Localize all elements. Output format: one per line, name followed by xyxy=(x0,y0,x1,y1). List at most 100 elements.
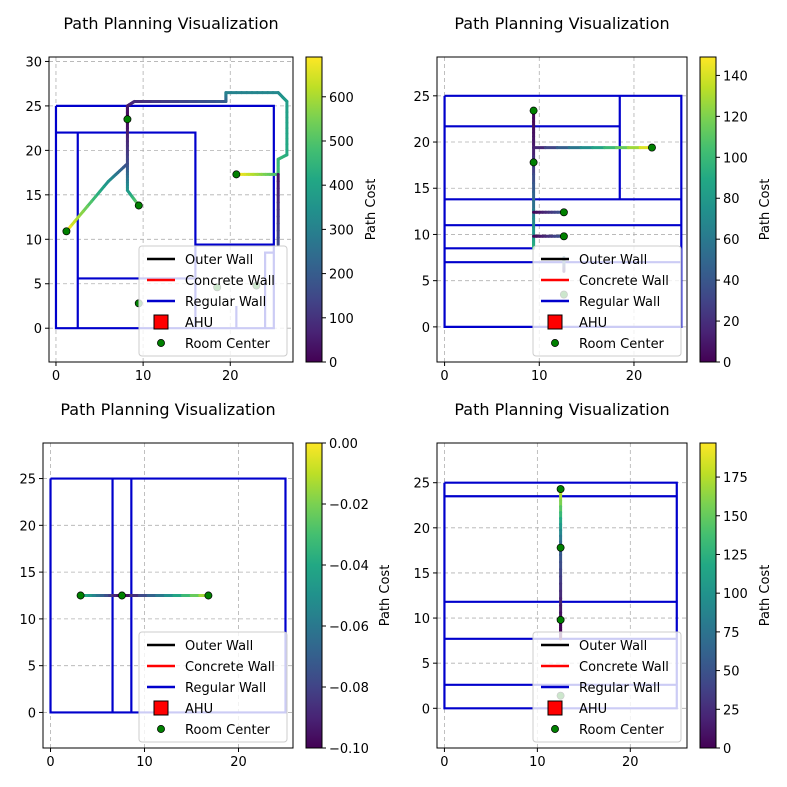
x-tick-label: 20 xyxy=(622,755,639,770)
colorbar-tick-label: 50 xyxy=(723,665,740,680)
chart-title: Path Planning Visualization xyxy=(60,400,275,419)
legend-label: Regular Wall xyxy=(185,681,266,696)
colorbar xyxy=(699,442,717,749)
colorbar-tick-label: 60 xyxy=(723,233,740,248)
axes-frame xyxy=(42,442,294,749)
legend-label: Concrete Wall xyxy=(185,660,275,675)
chart-title: Path Planning Visualization xyxy=(454,400,669,419)
x-tick-label: 10 xyxy=(136,755,153,770)
colorbar-tick-label: 200 xyxy=(329,268,354,283)
legend-label: Room Center xyxy=(579,337,665,352)
colorbar-tick-label: −0.04 xyxy=(329,559,369,574)
x-tick-label: 20 xyxy=(626,369,643,384)
room-center-marker xyxy=(529,106,538,115)
colorbar xyxy=(699,56,717,363)
colorbar-tick-label: 75 xyxy=(723,626,740,641)
colorbar-tick-label: 150 xyxy=(723,510,748,525)
legend-label: Regular Wall xyxy=(579,681,660,696)
colorbar-tick-label: −0.10 xyxy=(329,742,369,757)
y-tick-label: 15 xyxy=(413,567,430,582)
room-center-marker xyxy=(559,232,568,241)
legend-label: Room Center xyxy=(185,723,271,738)
room-center-marker xyxy=(204,591,213,600)
legend-label: Room Center xyxy=(185,337,271,352)
x-tick-label: 0 xyxy=(46,755,54,770)
legend-room-swatch xyxy=(157,339,165,347)
legend-ahu-swatch xyxy=(153,314,169,330)
y-tick-label: 0 xyxy=(34,322,42,337)
colorbar-tick-label: −0.06 xyxy=(329,620,369,635)
y-tick-label: 5 xyxy=(422,657,430,672)
colorbar-tick-label: 140 xyxy=(723,69,748,84)
colorbar-tick-label: 600 xyxy=(329,91,354,106)
room-center-marker xyxy=(76,591,85,600)
legend-label: Outer Wall xyxy=(185,639,253,654)
y-tick-label: 20 xyxy=(413,136,430,151)
x-tick-label: 20 xyxy=(230,755,247,770)
colorbar-tick-label: 400 xyxy=(329,179,354,194)
colorbar-tick-label: −0.02 xyxy=(329,498,369,513)
room-center-marker xyxy=(556,615,565,624)
legend-room-swatch xyxy=(551,339,559,347)
x-tick-label: 0 xyxy=(440,369,448,384)
x-tick-label: 0 xyxy=(52,369,60,384)
room-center-marker xyxy=(556,543,565,552)
y-tick-label: 5 xyxy=(28,660,36,675)
room-center-marker xyxy=(62,227,71,236)
y-tick-label: 0 xyxy=(422,321,430,336)
legend-label: Regular Wall xyxy=(185,295,266,310)
y-tick-label: 0 xyxy=(28,706,36,721)
colorbar-tick-label: 300 xyxy=(329,223,354,238)
y-tick-label: 25 xyxy=(19,473,36,488)
legend-label: Room Center xyxy=(579,723,665,738)
legend: Outer Wall Concrete Wall Regular Wall AHU Ro… xyxy=(532,631,682,743)
colorbar-tick-label: 40 xyxy=(723,274,740,289)
legend: Outer Wall Concrete Wall Regular Wall AHU Ro… xyxy=(138,245,288,357)
y-tick-label: 30 xyxy=(25,55,42,70)
colorbar-tick-label: 80 xyxy=(723,192,740,207)
axes-frame xyxy=(436,442,688,749)
axes-frame xyxy=(48,56,294,363)
colorbar-label: Path Cost xyxy=(758,179,773,241)
legend-box xyxy=(532,631,682,743)
room-center-marker xyxy=(123,115,132,124)
colorbar-tick-label: 175 xyxy=(723,471,748,486)
y-tick-label: 25 xyxy=(25,100,42,115)
chart-title: Path Planning Visualization xyxy=(454,14,669,33)
y-tick-label: 0 xyxy=(422,702,430,717)
y-tick-label: 20 xyxy=(413,522,430,537)
legend-box xyxy=(532,245,682,357)
legend-label: Concrete Wall xyxy=(185,274,275,289)
colorbar-tick-label: 100 xyxy=(723,151,748,166)
colorbar-tick-label: 0 xyxy=(329,356,337,371)
y-tick-label: 15 xyxy=(25,189,42,204)
colorbar-tick-label: 0.00 xyxy=(329,437,358,452)
y-tick-label: 20 xyxy=(25,144,42,159)
y-tick-label: 5 xyxy=(34,278,42,293)
colorbar-tick-label: 20 xyxy=(723,315,740,330)
legend-label: AHU xyxy=(185,702,213,717)
chart-panel-3: Path Planning Visualization 0 10 20 0 5 10 15 20… xyxy=(19,400,393,770)
colorbar-label: Path Cost xyxy=(364,179,379,241)
room-center-marker xyxy=(232,170,241,179)
legend-ahu-swatch xyxy=(153,700,169,716)
legend-box xyxy=(138,245,288,357)
legend-label: Outer Wall xyxy=(185,253,253,268)
legend-label: Regular Wall xyxy=(579,295,660,310)
legend-label: Outer Wall xyxy=(579,639,647,654)
legend-label: Concrete Wall xyxy=(579,274,669,289)
legend-label: AHU xyxy=(579,702,607,717)
room-center-marker xyxy=(117,591,126,600)
legend-room-swatch xyxy=(157,725,165,733)
colorbar-tick-label: −0.08 xyxy=(329,681,369,696)
axes-frame xyxy=(436,56,688,363)
room-center-marker xyxy=(556,485,565,493)
x-tick-label: 20 xyxy=(222,369,239,384)
y-tick-label: 20 xyxy=(19,519,36,534)
x-tick-label: 10 xyxy=(135,369,152,384)
legend-room-swatch xyxy=(551,725,559,733)
room-center-marker xyxy=(529,158,538,167)
room-center-marker xyxy=(559,208,568,217)
colorbar-tick-label: 120 xyxy=(723,110,748,125)
